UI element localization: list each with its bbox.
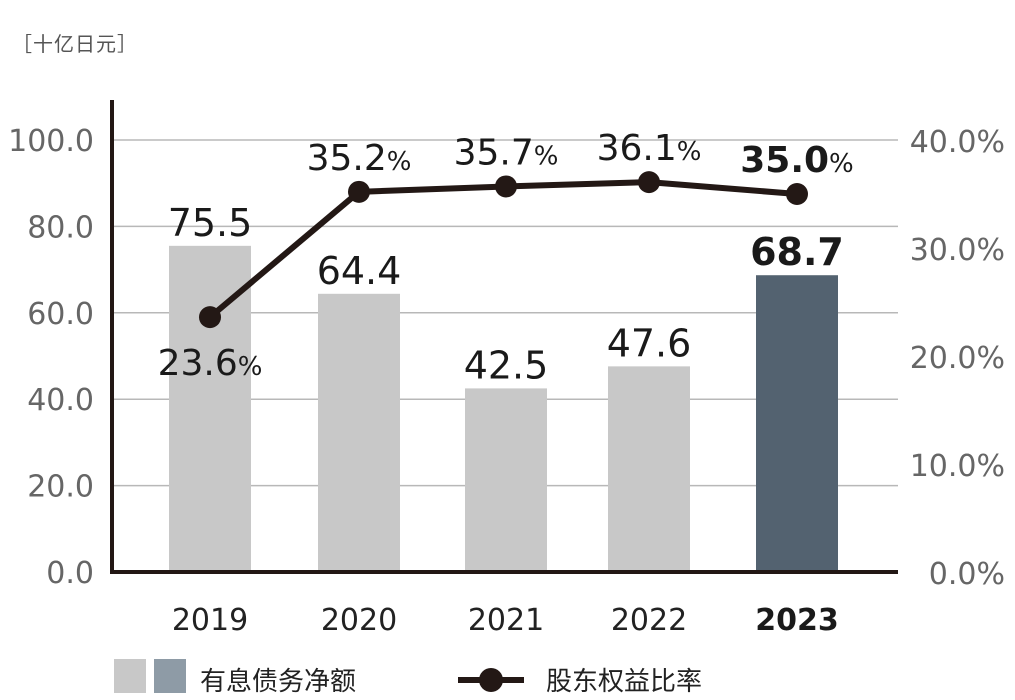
ratio-value-label: 35.7% <box>454 132 559 173</box>
ratio-point <box>199 306 221 329</box>
x-tick-label: 2022 <box>611 603 687 638</box>
bar-value-label: 64.4 <box>317 249 402 293</box>
bar <box>465 388 547 572</box>
legend-marker <box>479 668 503 692</box>
right-tick-label: 20.0% <box>910 341 1005 376</box>
bar-value-label: 75.5 <box>168 201 253 245</box>
legend-label-ratio: 股东权益比率 <box>546 667 702 697</box>
right-axis-ticks: 0.0% 10.0% 20.0% 30.0% 40.0% <box>910 125 1005 592</box>
right-tick-label: 10.0% <box>910 449 1005 484</box>
legend-swatch-slate <box>154 659 186 693</box>
unit-label: ［十亿日元］ <box>12 32 138 56</box>
bar <box>756 275 838 572</box>
bar <box>608 366 690 572</box>
left-tick-label: 80.0 <box>27 210 94 245</box>
x-tick-label: 2019 <box>172 603 248 638</box>
ratio-series-line <box>208 179 798 320</box>
legend-swatch-gray <box>114 659 146 693</box>
bar <box>318 293 400 572</box>
bar-value-label: 42.5 <box>464 343 549 387</box>
x-tick-label: 2021 <box>468 603 544 638</box>
bar <box>169 245 251 572</box>
x-tick-label: 2023 <box>755 603 839 638</box>
ratio-point <box>495 175 517 198</box>
x-axis-ticks: 2019 2020 2021 2022 2023 <box>172 603 839 638</box>
bar-value-label: 47.6 <box>607 321 692 365</box>
left-tick-label: 0.0 <box>46 556 94 591</box>
ratio-point <box>786 183 808 205</box>
left-tick-label: 20.0 <box>27 470 94 505</box>
right-tick-label: 30.0% <box>910 233 1005 268</box>
x-tick-label: 2020 <box>321 603 397 638</box>
left-tick-label: 40.0 <box>27 383 94 418</box>
right-tick-label: 0.0% <box>929 557 1005 592</box>
ratio-line <box>199 171 808 329</box>
legend-label-debt: 有息债务净额 <box>200 667 356 697</box>
left-tick-label: 60.0 <box>27 297 94 332</box>
ratio-value-label: 35.2% <box>307 138 412 179</box>
left-tick-label: 100.0 <box>8 124 94 159</box>
right-tick-label: 40.0% <box>910 125 1005 160</box>
ratio-value-label: 23.6% <box>158 343 263 384</box>
bars <box>169 245 838 572</box>
legend: 有息债务净额 股东权益比率 <box>114 659 702 697</box>
bar-value-label: 68.7 <box>750 230 844 274</box>
ratio-point <box>348 180 370 203</box>
data-labels: 75.5 64.4 42.5 47.6 68.7 23.6% 35.2% 35.7% 36.1%… <box>158 128 854 387</box>
left-axis-ticks: 0.0 20.0 40.0 60.0 80.0 100.0 <box>8 124 94 591</box>
ratio-value-label: 36.1% <box>597 128 702 169</box>
ratio-value-label: 35.0% <box>740 140 854 181</box>
axes <box>110 100 898 574</box>
ratio-point <box>638 171 660 194</box>
